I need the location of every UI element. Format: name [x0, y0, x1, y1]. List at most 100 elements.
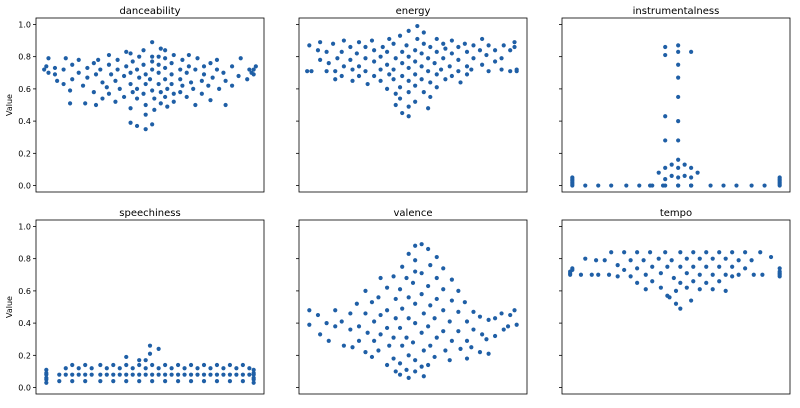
data-point	[743, 250, 748, 255]
data-point	[421, 348, 426, 353]
data-point	[165, 104, 170, 109]
data-point	[251, 380, 256, 385]
data-point	[156, 372, 161, 377]
data-point	[83, 379, 88, 384]
data-point	[413, 59, 418, 64]
data-point	[434, 296, 439, 302]
data-point	[650, 264, 655, 269]
data-point	[350, 78, 355, 83]
data-point	[663, 183, 668, 188]
data-point	[208, 61, 213, 66]
data-point	[428, 343, 433, 348]
data-point	[44, 375, 49, 380]
data-point	[130, 90, 135, 95]
data-point	[130, 372, 135, 377]
data-point	[413, 358, 418, 363]
data-point	[169, 81, 174, 87]
data-point	[307, 308, 312, 313]
data-point	[404, 367, 409, 372]
data-point	[391, 67, 396, 72]
data-point	[163, 362, 168, 368]
data-point	[426, 106, 431, 111]
data-point	[432, 61, 437, 66]
y-axis-label: Value	[5, 94, 14, 116]
data-point	[141, 62, 146, 67]
data-point	[426, 69, 431, 74]
data-point	[46, 56, 51, 61]
data-point	[199, 91, 204, 96]
data-point	[91, 61, 96, 66]
data-point	[400, 49, 405, 54]
subplot-instrumentalness: instrumentalness	[559, 6, 791, 193]
data-point	[175, 372, 181, 377]
data-point	[152, 96, 157, 101]
data-point	[426, 324, 431, 329]
data-point	[201, 362, 207, 368]
data-point	[400, 61, 405, 66]
data-point	[191, 86, 196, 91]
data-point	[106, 62, 112, 67]
data-point	[777, 266, 782, 271]
data-point	[676, 119, 681, 124]
points-valence	[307, 242, 519, 380]
data-point	[341, 64, 346, 69]
data-point	[514, 67, 519, 72]
data-point	[208, 98, 213, 103]
data-point	[447, 358, 452, 363]
data-point	[333, 308, 338, 313]
data-point	[570, 266, 575, 271]
axes-frame	[298, 219, 528, 395]
data-point	[348, 311, 353, 316]
data-point	[410, 340, 416, 345]
data-point	[717, 264, 722, 269]
data-point	[247, 372, 252, 377]
data-point	[186, 64, 191, 69]
data-point	[150, 59, 155, 64]
data-point	[663, 44, 668, 50]
data-point	[663, 138, 668, 143]
data-point	[387, 72, 392, 77]
data-point	[676, 138, 681, 143]
data-point	[163, 77, 168, 82]
data-point	[434, 275, 439, 281]
data-point	[397, 372, 403, 377]
data-point	[406, 28, 411, 33]
data-point	[419, 51, 424, 56]
data-point	[413, 321, 418, 326]
data-point	[124, 64, 129, 69]
data-point	[363, 350, 368, 355]
data-point	[147, 77, 153, 82]
data-point	[684, 285, 689, 290]
data-point	[406, 251, 411, 256]
data-point	[508, 69, 513, 74]
data-point	[663, 114, 668, 119]
data-point	[158, 101, 163, 106]
data-point	[195, 366, 200, 371]
data-point	[391, 41, 396, 46]
data-point	[134, 67, 140, 72]
data-point	[150, 40, 155, 45]
data-point	[512, 44, 517, 50]
data-point	[676, 62, 681, 67]
data-point	[663, 165, 668, 170]
data-point	[326, 338, 331, 343]
data-point	[305, 69, 310, 74]
data-point	[158, 46, 163, 51]
data-point	[456, 288, 461, 293]
data-point	[697, 287, 702, 292]
data-point	[393, 369, 398, 374]
data-point	[98, 67, 103, 72]
data-point	[221, 70, 226, 75]
data-point	[684, 256, 689, 261]
data-point	[175, 362, 181, 368]
data-point	[143, 366, 148, 371]
data-point	[98, 372, 103, 377]
data-point	[421, 311, 426, 316]
data-point	[307, 322, 312, 327]
data-point	[643, 272, 648, 277]
data-point	[397, 96, 403, 101]
data-point	[434, 49, 439, 54]
data-point	[356, 64, 362, 69]
data-point	[736, 272, 741, 277]
data-point	[150, 88, 155, 93]
